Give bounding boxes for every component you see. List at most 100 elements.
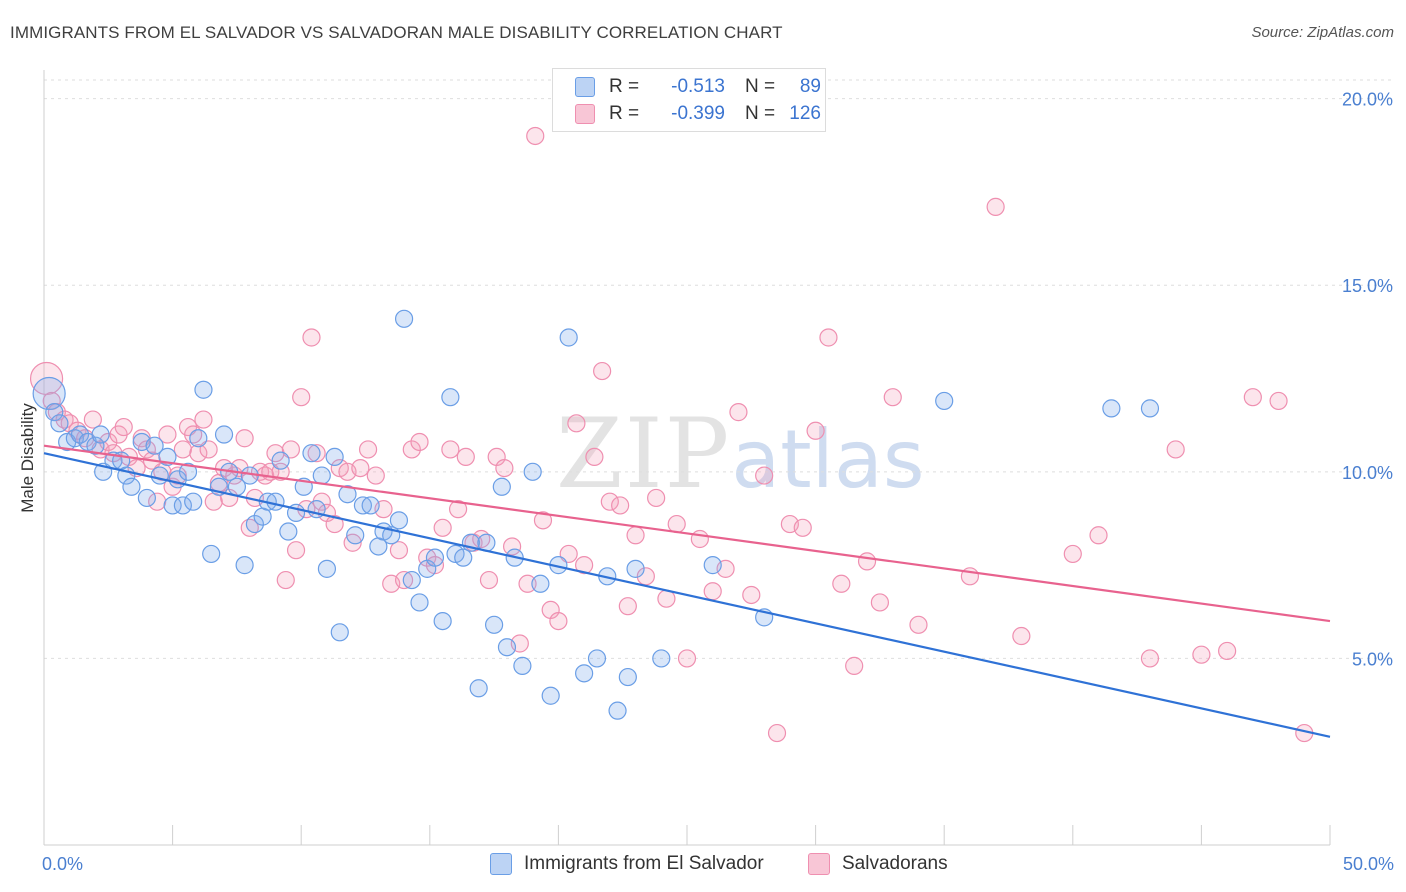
x-tick-label-max: 50.0% — [1343, 854, 1394, 874]
salvadorans-point — [647, 488, 666, 508]
salvadorans-point — [358, 440, 378, 459]
el-salvador-point — [189, 429, 208, 448]
el-salvador-point — [271, 451, 290, 470]
el-salvador-point — [122, 477, 141, 496]
salvadorans-point — [479, 570, 499, 590]
stats-legend: R = -0.513 N = 89 R = -0.399 N = 126 — [552, 68, 826, 132]
salvadorans-point — [883, 388, 902, 407]
salvadorans-point — [626, 526, 645, 545]
legend-n-label: N = — [745, 76, 776, 97]
bottom-legend-label: Salvadorans — [842, 853, 948, 874]
tick-labels: 5.0% 10.0% 15.0% 20.0% 0.0% 50.0% Male Disabil… — [18, 90, 1394, 874]
salvadorans-point — [755, 466, 774, 485]
el-salvador-point — [935, 391, 954, 411]
el-salvador-point — [178, 462, 198, 481]
salvadorans-point — [402, 440, 421, 459]
salvadorans-trend-line — [43, 444, 1331, 623]
salvadorans-point — [351, 458, 370, 478]
salvadorans-point — [819, 328, 838, 347]
salvadorans-point — [1269, 391, 1288, 411]
legend-r-value: -0.513 — [671, 76, 725, 97]
salvadorans-point — [611, 496, 630, 515]
legend-r-label: R = — [609, 76, 640, 97]
salvadorans-point — [690, 529, 709, 549]
salvadorans-point — [909, 615, 928, 634]
bottom-legend-swatch-blue — [490, 853, 512, 875]
salvadorans-point — [526, 126, 545, 146]
salvadorans-point — [986, 197, 1005, 216]
salvadorans-point — [394, 570, 414, 590]
el-salvador-point — [145, 436, 164, 455]
chart-title: IMMIGRANTS FROM EL SALVADOR VS SALVADORA… — [10, 23, 783, 42]
salvadorans-point — [235, 429, 254, 448]
bottom-legend-label: Immigrants from El Salvador — [524, 853, 764, 874]
salvadorans-point — [575, 556, 594, 575]
bottom-legend-salvadorans: Salvadorans — [808, 852, 948, 876]
salvadorans-point — [194, 410, 213, 429]
salvadorans-point — [276, 570, 295, 590]
el-salvador-point — [353, 496, 373, 515]
watermark: ZIPatlas — [556, 398, 925, 510]
salvadorans-point — [189, 444, 208, 463]
el-salvador-point — [317, 559, 337, 578]
el-salvador-point — [523, 462, 542, 481]
el-salvador-point — [50, 414, 69, 433]
salvadorans-point — [618, 597, 637, 616]
salvadorans-point — [767, 723, 787, 743]
el-salvador-point — [70, 425, 90, 444]
salvadorans-point — [286, 541, 306, 560]
legend-swatch-blue — [575, 77, 595, 97]
salvadorans-point — [448, 500, 468, 519]
salvadorans-point — [410, 432, 429, 452]
salvadorans-point — [518, 574, 537, 593]
el-salvador-point — [86, 436, 105, 455]
watermark-atlas: atlas — [731, 413, 925, 506]
salvadorans-point — [585, 447, 604, 467]
el-salvador-point — [150, 466, 169, 485]
el-salvador-point — [433, 611, 452, 631]
y-tick-label: 10.0% — [1342, 463, 1393, 483]
legend-row-el-salvador: R = -0.513 N = 89 — [575, 74, 821, 100]
el-salvador-point — [194, 380, 213, 399]
el-salvador-point — [214, 425, 234, 444]
salvadorans-point — [158, 425, 177, 444]
el-salvador-point — [173, 496, 192, 515]
el-salvador-point — [302, 444, 321, 463]
legend-n-value: 89 — [799, 76, 821, 97]
el-salvador-point — [626, 559, 645, 578]
trend-lines — [43, 444, 1331, 738]
salvadorans-point — [600, 492, 619, 511]
source-label: Source: ZipAtlas.com — [1251, 24, 1394, 41]
el-salvador-point — [312, 466, 331, 485]
salvadorans-point — [677, 649, 697, 668]
el-salvador-point — [245, 514, 265, 534]
el-salvador-trend-line — [43, 452, 1331, 738]
el-salvador-point — [469, 679, 488, 698]
el-salvador-point — [163, 496, 182, 515]
salvadorans-point — [567, 414, 586, 433]
salvadorans-point — [1192, 645, 1211, 664]
salvadorans-point — [1089, 526, 1108, 545]
salvadorans-point — [1140, 649, 1160, 668]
salvadorans-point — [742, 585, 761, 605]
watermark-zip: ZIP — [556, 398, 732, 510]
el-salvador-point — [441, 388, 460, 407]
salvadorans-point — [845, 656, 864, 675]
y-axis-label: Male Disability — [18, 403, 37, 513]
el-salvador-point — [32, 376, 66, 411]
el-salvador-point — [389, 511, 409, 530]
el-salvador-point — [1102, 399, 1121, 418]
legend-r-value: -0.399 — [671, 103, 725, 124]
salvadorans-point — [389, 541, 409, 560]
salvadorans-point — [456, 447, 475, 467]
el-salvador-point — [266, 492, 285, 511]
salvadorans-point — [173, 440, 192, 459]
salvadorans-point — [325, 514, 344, 534]
el-salvador-point — [454, 548, 473, 567]
legend-row-salvadorans: R = -0.399 N = 126 — [575, 101, 821, 127]
el-salvador-point — [91, 425, 110, 444]
el-salvador-point — [137, 488, 156, 508]
el-salvador-point — [202, 544, 221, 564]
el-salvador-point — [235, 556, 254, 575]
